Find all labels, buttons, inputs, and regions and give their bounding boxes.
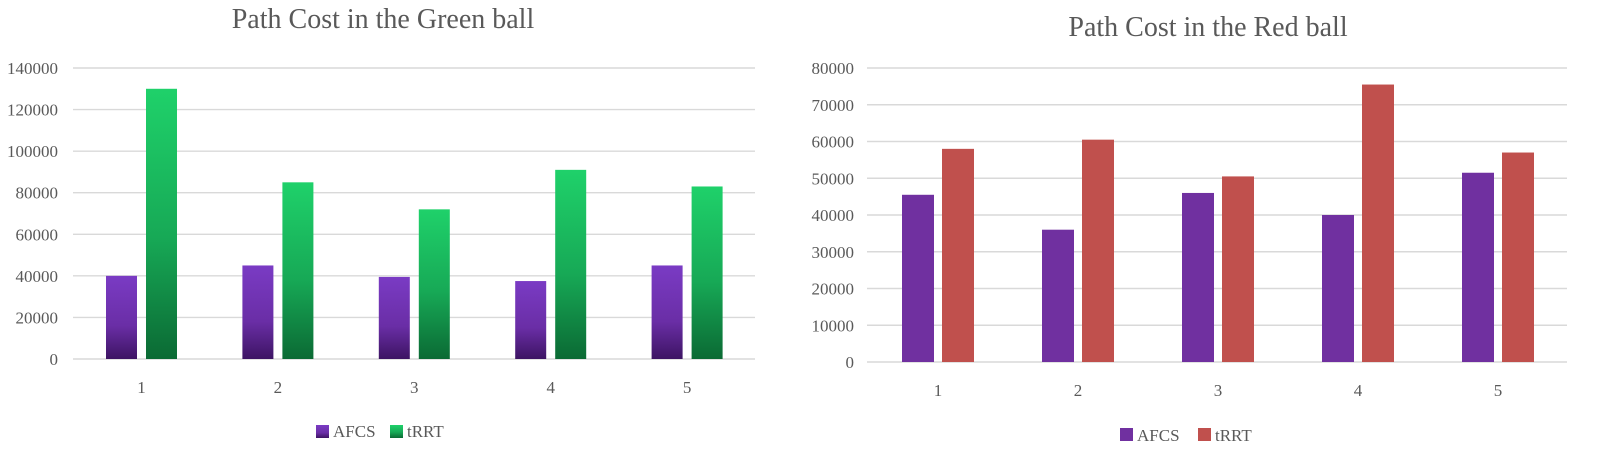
y-tick-label: 40000	[812, 206, 855, 225]
y-tick-label: 70000	[812, 96, 855, 115]
y-tick-label: 80000	[16, 184, 59, 203]
legend-label-afcs: AFCS	[333, 422, 376, 441]
y-tick-label: 30000	[812, 243, 855, 262]
legend-red: AFCS tRRT	[1120, 426, 1252, 445]
bar-afcs-2	[1042, 229, 1074, 362]
y-gridlines	[73, 67, 755, 360]
bar-trrt-5	[691, 186, 723, 359]
x-tick-label: 4	[546, 378, 555, 397]
chart-title-red: Path Cost in the Red ball	[1068, 12, 1347, 43]
x-tick-label: 4	[1354, 381, 1363, 400]
bar-trrt-5	[1502, 152, 1534, 362]
x-tick-label: 1	[137, 378, 146, 397]
bar-trrt-1	[146, 88, 177, 360]
x-tick-label: 5	[1494, 381, 1503, 400]
bar-afcs-2	[242, 265, 274, 359]
x-tick-label: 1	[934, 381, 943, 400]
bar-trrt-4	[555, 169, 587, 359]
legend-label-afcs: AFCS	[1137, 426, 1180, 445]
legend-label-trrt: tRRT	[1215, 426, 1252, 445]
chart-green-ball: Path Cost in the Green ball 0 20000 40000 6…	[7, 4, 755, 441]
y-tick-label: 10000	[812, 316, 855, 335]
y-tick-label: 120000	[7, 101, 58, 120]
legend-swatch-trrt	[1198, 428, 1211, 441]
y-tick-label: 40000	[16, 267, 59, 286]
y-tick-label: 0	[846, 353, 855, 372]
y-tick-label: 20000	[16, 308, 59, 327]
legend-label-trrt: tRRT	[407, 422, 444, 441]
y-tick-label: 60000	[16, 225, 59, 244]
bar-trrt-2	[1082, 139, 1114, 362]
y-tick-label: 80000	[812, 59, 855, 78]
bars	[106, 88, 723, 360]
x-tick-label: 2	[274, 378, 283, 397]
bar-afcs-3	[378, 276, 410, 359]
x-tick-label: 5	[683, 378, 692, 397]
bar-trrt-3	[418, 209, 450, 359]
x-tick-label: 3	[1214, 381, 1223, 400]
y-tick-label: 0	[50, 350, 59, 369]
y-tick-label: 20000	[812, 280, 855, 299]
y-tick-labels: 0 10000 20000 30000 40000 50000 60000 70000 8000…	[812, 59, 855, 372]
bar-afcs-5	[651, 265, 683, 359]
y-tick-labels: 0 20000 40000 60000 80000 100000 120000 140000	[7, 59, 58, 369]
legend-swatch-afcs	[1120, 428, 1133, 441]
y-tick-label: 140000	[7, 59, 58, 78]
x-tick-labels: 1 2 3 4 5	[934, 381, 1503, 400]
chart-red-ball: Path Cost in the Red ball 0 10000 20000 300…	[812, 12, 1567, 445]
bar-afcs-3	[1182, 192, 1214, 362]
y-tick-label: 100000	[7, 142, 58, 161]
legend-swatch-afcs	[316, 425, 329, 438]
bars	[902, 84, 1534, 362]
legend-swatch-trrt	[390, 425, 403, 438]
y-gridlines	[867, 67, 1567, 363]
x-tick-labels: 1 2 3 4 5	[137, 378, 691, 397]
bar-afcs-4	[515, 281, 547, 359]
bar-afcs-5	[1462, 172, 1494, 362]
y-tick-label: 50000	[812, 169, 855, 188]
bar-trrt-3	[1222, 176, 1254, 362]
legend-green: AFCS tRRT	[316, 422, 444, 441]
bar-afcs-1	[902, 194, 934, 362]
bar-trrt-1	[942, 148, 974, 362]
x-tick-label: 2	[1074, 381, 1083, 400]
bar-trrt-4	[1362, 84, 1394, 362]
bar-afcs-1	[106, 275, 137, 359]
bar-afcs-4	[1322, 215, 1354, 362]
bar-trrt-2	[282, 182, 314, 359]
x-tick-label: 3	[410, 378, 419, 397]
y-tick-label: 60000	[812, 133, 855, 152]
chart-title-green: Path Cost in the Green ball	[232, 4, 535, 35]
